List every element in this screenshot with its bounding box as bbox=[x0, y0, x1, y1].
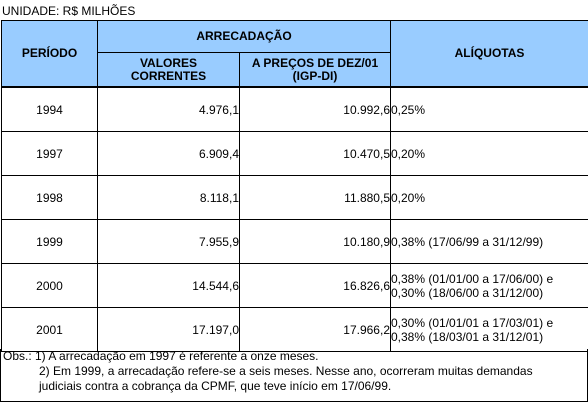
cpmf-table: PERÍODO ARRECADAÇÃO ALÍQUOTAS VALORES CO… bbox=[1, 20, 588, 352]
note-2-continuation: judiciais contra a cobrança da CPMF, que… bbox=[39, 379, 392, 393]
table-row: 1999 7.955,9 10.180,9 0,38% (17/06/99 a … bbox=[1, 219, 588, 264]
current-value-cell: 8.118,1 bbox=[97, 175, 240, 220]
header-precos-dez01: A PREÇOS DE DEZ/01 (IGP-DI) bbox=[239, 52, 391, 88]
period-cell: 1999 bbox=[1, 219, 98, 264]
table-row: 1994 4.976,1 10.992,6 0,25% bbox=[1, 86, 588, 132]
header-valores-correntes-line2: CORRENTES bbox=[130, 68, 207, 83]
period-cell: 1998 bbox=[1, 175, 98, 220]
header-valores-correntes: VALORES CORRENTES bbox=[97, 52, 240, 88]
table-row: 2000 14.544,6 16.826,6 0,38% (01/01/00 a… bbox=[1, 263, 588, 308]
unit-label: UNIDADE: R$ MILHÕES bbox=[2, 4, 136, 18]
header-valores-correntes-line1: VALORES bbox=[139, 55, 198, 70]
current-value-cell: 17.197,0 bbox=[97, 307, 240, 352]
header-arrecadacao: ARRECADAÇÃO bbox=[97, 20, 391, 53]
real-value-cell: 10.180,9 bbox=[239, 219, 391, 264]
rate-cell: 0,38% (17/06/99 a 31/12/99) bbox=[390, 219, 588, 264]
rate-cell: 0,30% (01/01/01 a 17/03/01) e 0,38% (18/… bbox=[390, 307, 588, 352]
rate-line1: 0,20% bbox=[391, 146, 426, 161]
header-precos-line1: A PREÇOS DE DEZ/01 bbox=[251, 55, 379, 70]
period-cell: 1994 bbox=[1, 86, 98, 132]
real-value-cell: 10.992,6 bbox=[239, 86, 391, 132]
rate-line1: 0,38% (01/01/00 a 17/06/00) e bbox=[391, 271, 554, 286]
table-row: 1998 8.118,1 11.880,5 0,20% bbox=[1, 175, 588, 220]
rate-cell: 0,38% (01/01/00 a 17/06/00) e 0,30% (18/… bbox=[390, 263, 588, 308]
current-value-cell: 7.955,9 bbox=[97, 219, 240, 264]
table-row: 1997 6.909,4 10.470,5 0,20% bbox=[1, 131, 588, 176]
real-value-cell: 16.826,6 bbox=[239, 263, 391, 308]
current-value-cell: 14.544,6 bbox=[97, 263, 240, 308]
note-2: 2) Em 1999, a arrecadação refere-se a se… bbox=[39, 364, 533, 378]
rate-line1: 0,30% (01/01/01 a 17/03/01) e bbox=[391, 315, 554, 330]
header-aliquotas: ALÍQUOTAS bbox=[390, 20, 588, 88]
period-cell: 1997 bbox=[1, 131, 98, 176]
period-cell: 2000 bbox=[1, 263, 98, 308]
rate-cell: 0,20% bbox=[390, 131, 588, 176]
rate-line1: 0,25% bbox=[391, 102, 426, 117]
real-value-cell: 10.470,5 bbox=[239, 131, 391, 176]
rate-line2: 0,38% (18/03/01 a 31/12/01) bbox=[391, 329, 544, 344]
rate-line1: 0,38% (17/06/99 a 31/12/99) bbox=[391, 234, 544, 249]
period-cell: 2001 bbox=[1, 307, 98, 352]
rate-cell: 0,25% bbox=[390, 86, 588, 132]
notes-section: Obs.: 1) A arrecadação em 1997 é referen… bbox=[0, 349, 588, 402]
rate-cell: 0,20% bbox=[390, 175, 588, 220]
table-row: 2001 17.197,0 17.966,2 0,30% (01/01/01 a… bbox=[1, 307, 588, 352]
rate-line2: 0,30% (18/06/00 a 31/12/00) bbox=[391, 285, 544, 300]
current-value-cell: 6.909,4 bbox=[97, 131, 240, 176]
real-value-cell: 11.880,5 bbox=[239, 175, 391, 220]
note-1: Obs.: 1) A arrecadação em 1997 é referen… bbox=[3, 349, 319, 363]
header-precos-line2: (IGP-DI) bbox=[292, 68, 338, 83]
rate-line1: 0,20% bbox=[391, 190, 426, 205]
current-value-cell: 4.976,1 bbox=[97, 86, 240, 132]
header-period: PERÍODO bbox=[1, 20, 98, 88]
real-value-cell: 17.966,2 bbox=[239, 307, 391, 352]
